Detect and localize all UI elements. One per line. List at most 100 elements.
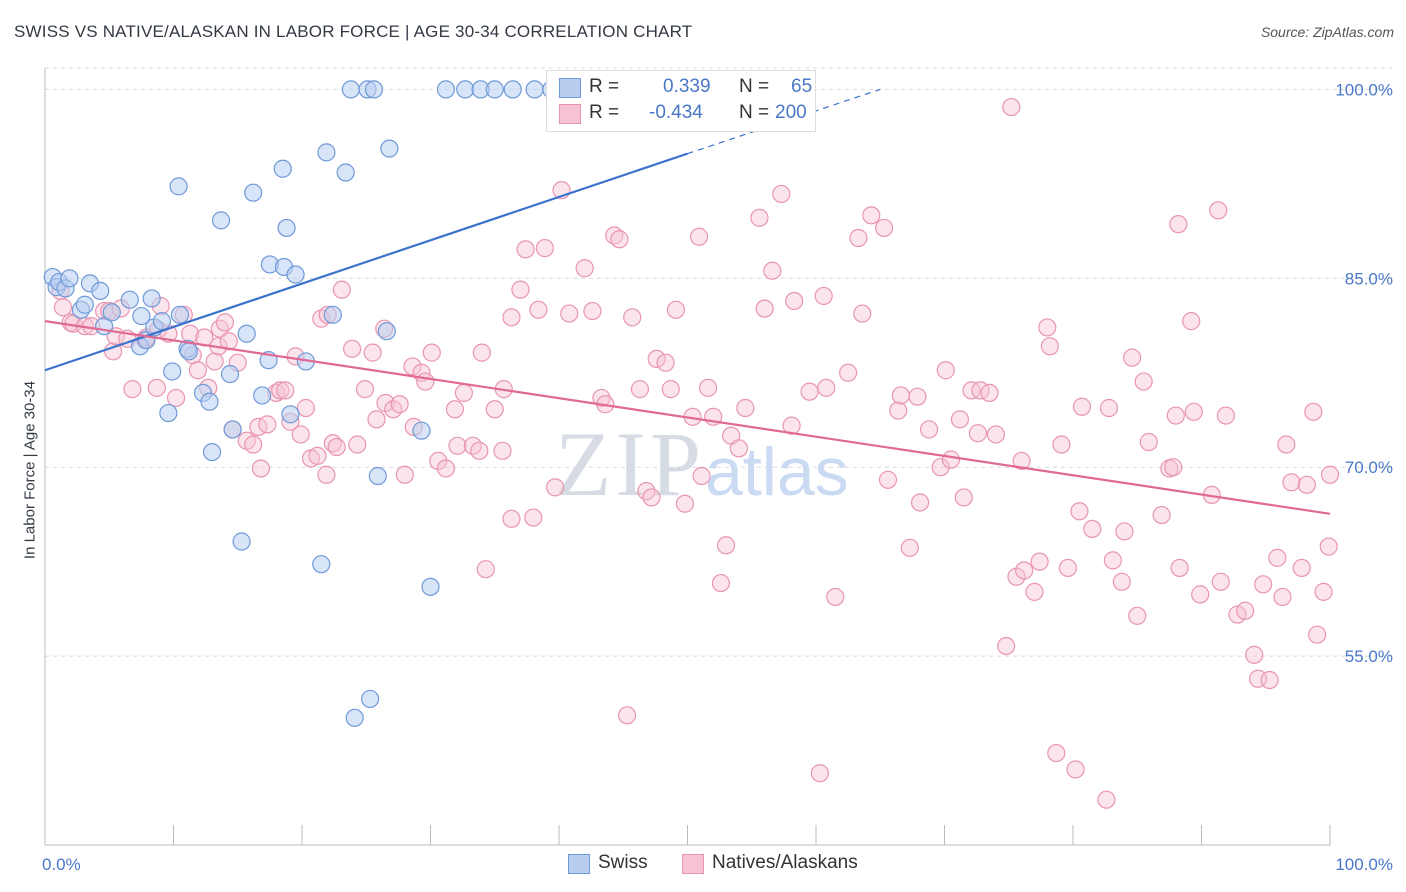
natives-point — [1058, 558, 1077, 578]
natives-point — [1245, 645, 1264, 664]
natives-swatch — [559, 104, 581, 124]
natives-point — [889, 401, 908, 420]
natives-n-label: N = — [739, 102, 770, 123]
natives-points — [51, 97, 1340, 809]
natives-point — [1030, 552, 1049, 571]
natives-point — [1152, 505, 1171, 525]
natives-point — [1320, 465, 1340, 484]
swiss-point — [323, 305, 342, 324]
swiss-point — [237, 324, 256, 343]
natives-point — [215, 313, 234, 332]
natives-point — [367, 410, 386, 429]
watermark: ZIP atlas — [555, 413, 849, 515]
natives-point — [689, 227, 709, 246]
swiss-point — [503, 80, 522, 99]
natives-point — [1268, 548, 1287, 567]
natives-point — [502, 308, 521, 327]
natives-point — [900, 538, 919, 557]
swiss-point — [485, 80, 504, 99]
swiss-n-label: N = — [739, 76, 770, 97]
natives-point — [317, 465, 336, 484]
natives-point — [1103, 551, 1122, 570]
natives-point — [493, 441, 512, 460]
natives-legend-label: Natives/Alaskans — [712, 852, 858, 873]
natives-point — [343, 339, 362, 358]
swiss-point — [142, 289, 161, 308]
natives-point — [875, 218, 894, 238]
swiss-point — [200, 392, 219, 411]
natives-point — [853, 304, 872, 323]
natives-point — [800, 382, 819, 401]
natives-point — [618, 706, 637, 725]
natives-point — [862, 206, 881, 225]
natives-point — [1319, 537, 1338, 556]
natives-point — [454, 383, 474, 403]
natives-point — [296, 398, 315, 418]
natives-point — [1112, 572, 1131, 591]
natives-point — [123, 380, 142, 399]
natives-point — [666, 300, 686, 319]
natives-point — [1012, 451, 1031, 471]
y-tick-label: 70.0% — [1345, 458, 1393, 477]
watermark-atlas: atlas — [705, 434, 849, 510]
natives-point — [1015, 561, 1034, 580]
natives-point — [997, 636, 1016, 656]
natives-point — [1277, 435, 1296, 454]
swiss-point — [273, 159, 292, 178]
natives-point — [950, 410, 970, 429]
natives-point — [716, 536, 736, 555]
swiss-point — [152, 312, 172, 331]
natives-point — [529, 300, 548, 319]
swiss-point — [60, 269, 79, 288]
natives-point — [1052, 435, 1071, 454]
natives-point — [575, 259, 594, 278]
swiss-point — [368, 466, 387, 486]
natives-point — [1115, 522, 1134, 541]
swiss-point — [312, 555, 331, 574]
swiss-point — [456, 80, 475, 99]
swiss-r-value: 0.339 — [663, 76, 711, 97]
swiss-point — [341, 80, 360, 99]
natives-legend-swatch — [682, 854, 704, 874]
x-tick-label-max: 100.0% — [1335, 855, 1393, 874]
natives-point — [403, 357, 422, 376]
legend-row-natives: R = -0.434 N = 200 — [559, 102, 809, 124]
natives-point — [817, 378, 836, 397]
natives-point — [348, 435, 367, 454]
natives-point — [476, 560, 495, 579]
natives-point — [1066, 760, 1085, 779]
natives-point — [1308, 625, 1327, 644]
natives-point — [675, 494, 695, 513]
natives-point — [1083, 519, 1102, 539]
natives-point — [511, 280, 530, 299]
natives-point — [470, 441, 489, 460]
natives-point — [1304, 402, 1323, 421]
tick-labels: 100.0% 85.0% 70.0% 55.0% 0.0% 100.0% — [42, 80, 1393, 874]
natives-point — [1134, 372, 1153, 391]
gridlines — [45, 67, 1392, 657]
chart-title: SWISS VS NATIVE/ALASKAN IN LABOR FORCE |… — [14, 22, 693, 41]
natives-point — [422, 343, 441, 362]
natives-point — [1216, 406, 1236, 425]
natives-point — [502, 509, 521, 528]
natives-point — [941, 450, 961, 469]
natives-point — [327, 437, 346, 457]
natives-point — [968, 424, 988, 443]
natives-point — [647, 349, 666, 369]
natives-point — [750, 208, 769, 227]
swiss-point — [412, 421, 431, 440]
natives-point — [1166, 406, 1185, 425]
swiss-point — [163, 362, 182, 381]
natives-point — [1038, 318, 1057, 337]
natives-r-label: R = — [589, 102, 620, 123]
natives-point — [1182, 312, 1201, 331]
natives-point — [755, 299, 774, 318]
swiss-point — [102, 303, 121, 322]
legend-row-swiss: R = 0.339 N = 65 — [559, 76, 813, 98]
natives-point — [1211, 572, 1230, 591]
natives-point — [445, 400, 465, 419]
natives-point — [390, 395, 409, 414]
swiss-n-value: 65 — [791, 76, 813, 97]
swiss-point — [345, 708, 364, 727]
natives-point — [1040, 337, 1059, 356]
